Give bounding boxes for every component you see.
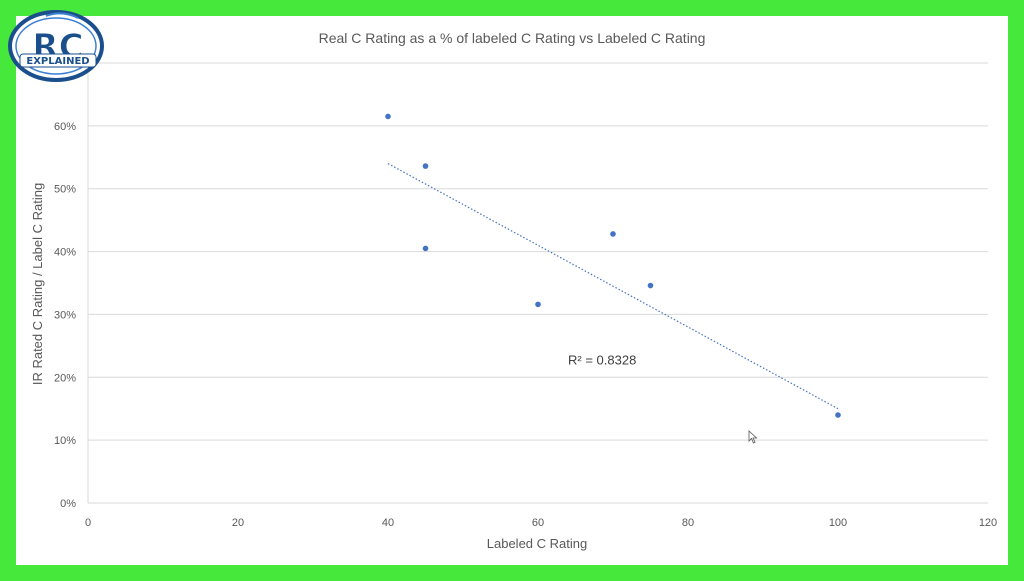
trendline	[387, 163, 839, 410]
x-axis-title: Labeled C Rating	[487, 536, 587, 551]
x-tick-label: 40	[382, 517, 394, 529]
gridlines	[88, 62, 988, 441]
logo-brand-text: EXPLAINED	[26, 56, 89, 67]
trendline-group	[387, 163, 839, 410]
logo-gauge-icon	[45, 12, 79, 19]
x-tick-label: 0	[85, 517, 91, 529]
data-point	[422, 163, 429, 169]
data-point	[535, 301, 541, 308]
data-point	[647, 282, 654, 289]
x-tick-label: 60	[532, 517, 544, 529]
data-point	[422, 245, 429, 252]
y-tick-label: 10%	[54, 435, 76, 447]
axes	[87, 63, 988, 504]
data-points	[385, 113, 841, 418]
y-axis-title: IR Rated C Rating / Label C Rating	[30, 183, 45, 385]
logo-banner	[19, 53, 97, 68]
logo-inner-ring	[15, 17, 97, 75]
x-tick-label: 80	[682, 517, 694, 529]
r-squared-label: R² = 0.8328	[568, 353, 636, 368]
y-tick-label: 30%	[54, 309, 76, 321]
x-tick-label: 120	[979, 517, 997, 529]
x-tick-label: 100	[829, 517, 847, 529]
chart-title: Real C Rating as a % of labeled C Rating…	[319, 30, 706, 46]
rc-explained-logo[interactable]: RC EXPLAINED	[6, 8, 106, 84]
y-tick-label: 50%	[54, 184, 76, 196]
y-tick-label: 60%	[54, 121, 76, 133]
mouse-cursor-icon	[748, 430, 758, 444]
x-tick-label: 20	[232, 517, 244, 529]
data-point	[610, 231, 616, 237]
y-tick-label: 20%	[54, 372, 76, 384]
y-tick-label: 40%	[54, 247, 76, 259]
data-point	[385, 113, 391, 120]
y-tick-label: 0%	[60, 498, 76, 510]
data-point	[835, 412, 841, 418]
